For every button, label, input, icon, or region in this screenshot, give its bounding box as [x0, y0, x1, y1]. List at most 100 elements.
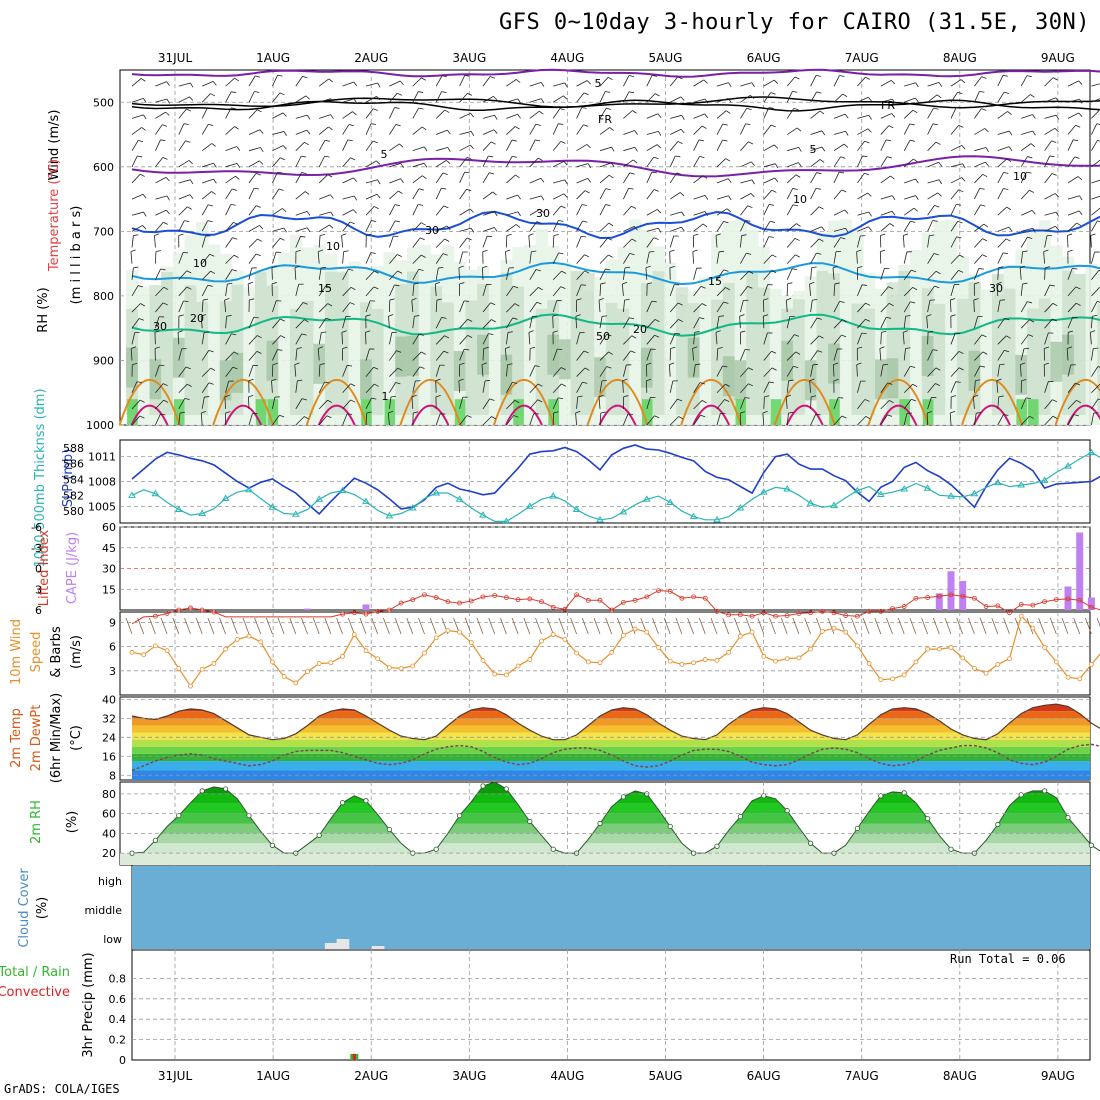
wind-barb	[535, 139, 541, 142]
wind-barb	[938, 179, 943, 185]
wind10-marker	[738, 633, 743, 639]
rh2m-marker	[246, 812, 252, 819]
isotherm-hot	[785, 404, 824, 426]
wind-barb	[155, 222, 164, 232]
wind-barb	[132, 362, 138, 365]
wind-barb	[552, 141, 562, 151]
wind-barb	[599, 222, 610, 232]
wind-barb	[584, 190, 590, 194]
wind-barb	[371, 220, 377, 222]
wind-barb	[419, 366, 425, 369]
wind-barb	[516, 79, 521, 83]
wind-barb	[529, 287, 539, 297]
wind-barb	[669, 155, 676, 167]
wind-barb	[506, 126, 516, 135]
cape-bar	[1076, 532, 1084, 610]
rh2m-marker	[878, 793, 884, 799]
wind-barb	[629, 172, 635, 175]
wind-barb	[716, 82, 729, 87]
wind-barb	[891, 195, 896, 201]
wind-barb	[201, 143, 213, 152]
wind-barb	[976, 412, 982, 414]
wind-barb	[350, 157, 356, 161]
wind-barb	[795, 254, 800, 258]
isotherm-warm	[212, 379, 275, 426]
wind-barb	[317, 251, 320, 264]
wind-barb	[459, 144, 471, 152]
wind-barb	[470, 131, 475, 136]
thickness-marker	[596, 515, 604, 523]
wind-barb	[1006, 206, 1012, 211]
wind-barb	[935, 141, 941, 145]
wind-barb	[950, 221, 959, 232]
wind-barb	[201, 107, 208, 119]
wind-barb	[395, 220, 401, 223]
wind10-barb	[675, 617, 683, 635]
wind-barb	[272, 335, 281, 345]
wind-barb	[318, 126, 329, 135]
wind-barb	[833, 283, 836, 296]
date-label-top: 6AUG	[747, 51, 781, 65]
wind-barb	[1091, 398, 1099, 410]
wind-barb	[816, 252, 822, 255]
wind-barb	[810, 238, 820, 248]
wind-barb	[646, 156, 655, 168]
wind-barb	[436, 129, 448, 135]
wind-barb	[722, 365, 728, 368]
wind10-marker	[445, 628, 451, 633]
slp-tick: 1008	[88, 476, 116, 489]
rh-shade	[406, 335, 420, 376]
wind-barb	[856, 362, 862, 365]
rh-shade	[173, 399, 185, 425]
wind-barb	[1044, 332, 1049, 345]
wind-barb	[599, 316, 603, 329]
wind-barb	[973, 300, 975, 313]
wind-barb	[879, 348, 882, 361]
wind-barb	[997, 111, 1008, 119]
thickness-marker	[432, 488, 441, 496]
wind-barb	[467, 318, 473, 322]
wind-barb	[389, 350, 397, 361]
wind-barb	[155, 177, 167, 184]
wind10-marker	[726, 649, 732, 655]
wind-barb	[932, 123, 938, 126]
wind-barb	[553, 82, 565, 87]
wind-barb	[693, 286, 702, 297]
wind-barb	[927, 107, 934, 119]
wind-barb	[342, 287, 352, 297]
wind-barb	[763, 396, 765, 409]
wind-barb	[787, 162, 799, 168]
wind-barb	[1055, 97, 1060, 102]
wind-barb	[412, 269, 420, 280]
wind-barb	[1002, 74, 1009, 77]
wind10-marker	[960, 655, 966, 661]
wind-barb	[435, 172, 444, 184]
wind-barb	[560, 141, 566, 144]
wind-barb	[653, 189, 659, 192]
wind-barb	[396, 350, 402, 353]
wind-barb	[552, 286, 562, 297]
cloud-axis-labels: Cloud Cover (%)	[17, 868, 50, 948]
wind-barb	[1004, 91, 1010, 94]
wind-barb	[178, 348, 183, 361]
wind-barb	[669, 251, 671, 264]
wind10-barb	[336, 617, 343, 635]
wind-barb	[411, 396, 414, 409]
wind-barb	[857, 399, 866, 410]
wind-barb	[810, 335, 820, 345]
wind-barb	[201, 204, 209, 216]
wind-barb	[1075, 124, 1081, 128]
wind-barb	[1091, 366, 1099, 377]
lifted-index-marker	[995, 603, 1001, 609]
temp-tick: 40	[102, 693, 116, 706]
wind-barb	[997, 350, 1005, 361]
wind-barb	[560, 205, 566, 209]
lifted-index-marker	[913, 595, 919, 601]
wind10-ylabel2: Speed	[29, 632, 44, 673]
wind-barb	[529, 399, 538, 410]
wind-barb	[459, 251, 464, 264]
wind-barb	[913, 207, 919, 212]
wind-barb	[131, 285, 139, 297]
rh-shade	[641, 399, 653, 425]
wind-barb	[634, 130, 638, 135]
